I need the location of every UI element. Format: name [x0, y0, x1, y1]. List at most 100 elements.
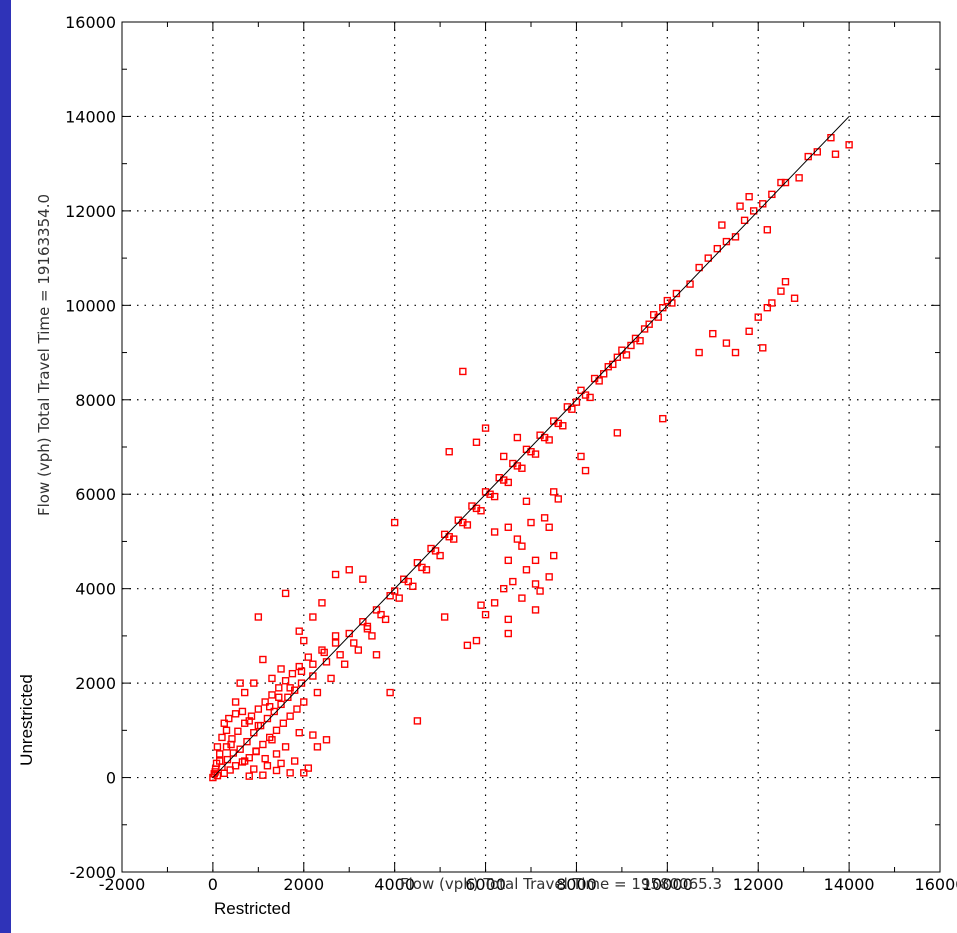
data-point	[297, 667, 306, 676]
data-point	[759, 344, 767, 352]
data-point	[327, 674, 335, 683]
data-point	[704, 254, 712, 262]
data-point	[368, 632, 376, 640]
data-point	[236, 745, 244, 753]
data-point	[234, 727, 242, 735]
data-point	[281, 589, 290, 598]
data-point	[331, 639, 340, 647]
data-point	[275, 684, 283, 692]
data-point	[240, 757, 249, 765]
data-point	[463, 641, 472, 650]
data-point	[322, 736, 331, 744]
data-point	[481, 424, 490, 432]
x-tick-label: -2000	[99, 875, 146, 894]
data-point	[763, 303, 772, 312]
x-tick-label: 10000	[642, 875, 693, 894]
data-point	[250, 765, 258, 773]
data-point	[309, 660, 317, 668]
data-point	[504, 523, 512, 531]
data-point	[295, 627, 303, 635]
data-point	[218, 733, 226, 742]
data-point	[265, 703, 274, 711]
data-point	[359, 575, 367, 583]
data-point	[304, 653, 313, 661]
data-point	[781, 278, 790, 286]
data-point	[613, 429, 622, 437]
data-point	[254, 705, 263, 713]
data-point	[731, 348, 740, 357]
data-point	[268, 691, 276, 699]
data-point	[286, 684, 294, 692]
data-point	[718, 221, 726, 229]
data-point	[472, 636, 481, 645]
data-point	[545, 523, 553, 531]
data-point	[536, 587, 544, 595]
data-point	[522, 497, 531, 506]
data-point	[722, 339, 731, 347]
data-point	[247, 712, 256, 720]
y-axis-title: Flow (vph) Total Travel Time = 19163354.…	[35, 194, 53, 516]
scatter-chart: -2000 0 2000 4000 6000 8000 10000 12000 14000 160…	[35, 13, 957, 894]
reference-line	[212, 116, 850, 778]
data-point	[300, 698, 308, 706]
data-point	[490, 492, 499, 501]
data-point	[213, 743, 222, 751]
data-point	[577, 452, 585, 461]
data-point	[540, 514, 549, 522]
data-point	[450, 535, 458, 543]
data-point	[477, 601, 485, 609]
data-point	[225, 714, 233, 723]
data-point	[568, 405, 576, 413]
data-point	[211, 765, 220, 773]
data-point	[272, 750, 281, 758]
data-point	[281, 743, 290, 751]
data-point	[509, 577, 517, 586]
x-tick-label: 2000	[283, 875, 324, 894]
data-point	[777, 178, 785, 187]
y-tick-label: 0	[106, 769, 116, 788]
data-point	[404, 577, 412, 586]
data-point	[527, 518, 535, 527]
data-point	[613, 353, 622, 361]
x-axis-title: Flow (vph) Total Travel Time = 19580065.…	[400, 875, 722, 893]
data-point	[550, 488, 558, 496]
data-point	[318, 599, 326, 607]
axes	[121, 21, 941, 873]
data-point	[445, 448, 453, 456]
grid	[122, 22, 940, 872]
restricted-label: Restricted	[208, 897, 297, 921]
data-point	[252, 747, 260, 756]
data-point	[531, 450, 540, 458]
data-point	[749, 207, 758, 215]
data-point	[381, 615, 390, 624]
data-point	[354, 646, 363, 654]
y-tick-label: 8000	[75, 391, 116, 410]
x-tick-label: 12000	[733, 875, 784, 894]
data-point	[459, 367, 467, 376]
data-point	[263, 762, 272, 770]
data-point	[300, 769, 308, 777]
data-point	[238, 758, 247, 766]
data-point	[504, 556, 512, 565]
data-point	[320, 648, 328, 657]
data-point	[236, 679, 244, 687]
data-point	[272, 726, 281, 735]
data-point	[640, 325, 649, 333]
unrestricted-label: Unrestricted	[11, 636, 43, 804]
data-point	[709, 329, 717, 338]
data-point	[288, 669, 297, 678]
data-point	[279, 719, 288, 727]
data-point	[463, 521, 472, 529]
data-point	[250, 679, 258, 687]
data-point	[295, 662, 303, 671]
data-point	[313, 743, 322, 751]
data-point	[431, 547, 440, 555]
data-point	[372, 651, 381, 659]
y-tick-label: 16000	[65, 13, 116, 32]
data-point	[259, 655, 267, 664]
data-point	[293, 705, 301, 713]
data-point	[845, 141, 853, 149]
identity-line	[212, 116, 850, 778]
chart-panel: -2000 0 2000 4000 6000 8000 10000 12000 14000 160…	[11, 0, 957, 933]
x-tick-label: 0	[208, 875, 218, 894]
